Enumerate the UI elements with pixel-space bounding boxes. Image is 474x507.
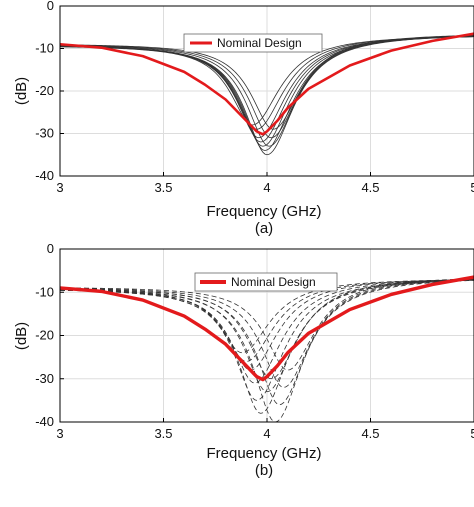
y-tick-label: -30 bbox=[35, 126, 54, 141]
monte-carlo-trace bbox=[59, 34, 474, 130]
x-tick-label: 5 bbox=[470, 180, 474, 195]
series-line-nominal-design bbox=[59, 275, 474, 382]
monte-carlo-trace bbox=[59, 278, 474, 371]
x-ticks: 3 3.5 4 4.5 5 bbox=[56, 418, 474, 441]
panel-a: 0 -10 -20 -30 -40 3 3.5 4 4.5 5 (dB) Frequency (… bbox=[13, 0, 474, 237]
monte-carlo-trace bbox=[59, 36, 474, 156]
legend-label: Nominal Design bbox=[217, 36, 302, 50]
legend-label: Nominal Design bbox=[231, 275, 316, 289]
monte-carlo-trace bbox=[59, 35, 474, 139]
y-tick-label: -10 bbox=[35, 284, 54, 299]
legend: Nominal Design bbox=[194, 272, 338, 292]
y-tick-label: 0 bbox=[47, 241, 54, 256]
legend: Nominal Design bbox=[183, 33, 323, 53]
x-tick-label: 3.5 bbox=[154, 180, 172, 195]
monte-carlo-traces bbox=[59, 34, 474, 156]
panel-label: (a) bbox=[255, 220, 273, 237]
x-ticks: 3 3.5 4 4.5 5 bbox=[56, 172, 474, 195]
y-tick-label: -10 bbox=[35, 41, 54, 56]
series-line-nominal-design bbox=[59, 32, 474, 136]
x-tick-label: 4 bbox=[263, 426, 270, 441]
legend-box bbox=[183, 33, 323, 53]
y-tick-label: -20 bbox=[35, 328, 54, 343]
x-tick-label: 4.5 bbox=[361, 180, 379, 195]
x-axis-label: Frequency (GHz) bbox=[206, 445, 321, 462]
panel-label: (b) bbox=[255, 462, 273, 479]
nominal-series bbox=[59, 32, 474, 136]
y-ticks: 0 -10 -20 -30 -40 bbox=[35, 0, 64, 183]
y-tick-label: 0 bbox=[47, 0, 54, 13]
x-tick-label: 5 bbox=[470, 426, 474, 441]
legend-box bbox=[194, 272, 338, 292]
monte-carlo-traces bbox=[59, 278, 474, 423]
x-tick-label: 4 bbox=[263, 180, 270, 195]
monte-carlo-trace bbox=[59, 280, 474, 423]
x-tick-label: 3 bbox=[56, 426, 63, 441]
monte-carlo-trace bbox=[59, 279, 474, 354]
y-axis-label: (dB) bbox=[13, 322, 30, 350]
y-ticks: 0 -10 -20 -30 -40 bbox=[35, 241, 64, 429]
x-tick-label: 3.5 bbox=[154, 426, 172, 441]
monte-carlo-trace bbox=[59, 279, 474, 393]
x-tick-label: 3 bbox=[56, 180, 63, 195]
y-tick-label: -40 bbox=[35, 414, 54, 429]
y-tick-label: -40 bbox=[35, 168, 54, 183]
nominal-series bbox=[59, 275, 474, 382]
monte-carlo-trace bbox=[59, 279, 474, 406]
monte-carlo-trace bbox=[59, 279, 474, 414]
monte-carlo-trace bbox=[59, 278, 474, 388]
monte-carlo-trace bbox=[59, 35, 474, 147]
x-tick-label: 4.5 bbox=[361, 426, 379, 441]
x-axis-label: Frequency (GHz) bbox=[206, 203, 321, 220]
y-tick-label: -20 bbox=[35, 83, 54, 98]
y-tick-label: -30 bbox=[35, 371, 54, 386]
panel-b: 0 -10 -20 -30 -40 3 3.5 4 4.5 5 (dB) Frequency (… bbox=[13, 241, 474, 479]
monte-carlo-trace bbox=[59, 279, 474, 371]
y-axis-label: (dB) bbox=[13, 77, 30, 105]
